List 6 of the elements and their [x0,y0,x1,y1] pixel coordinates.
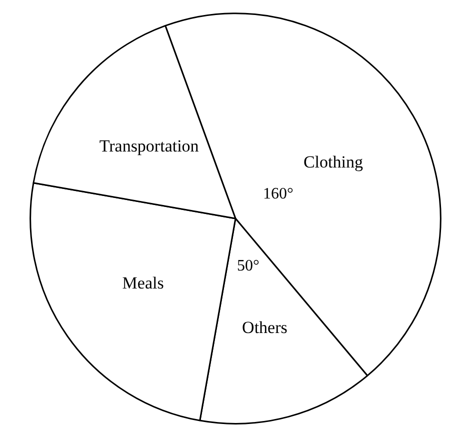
slice-label: Transportation [99,136,200,156]
data-label: 50° [237,257,260,274]
slice-label: Clothing [303,152,364,172]
data-label: 160° [262,185,294,202]
slice-label: Others [242,318,288,337]
slice-label: Meals [122,274,164,293]
